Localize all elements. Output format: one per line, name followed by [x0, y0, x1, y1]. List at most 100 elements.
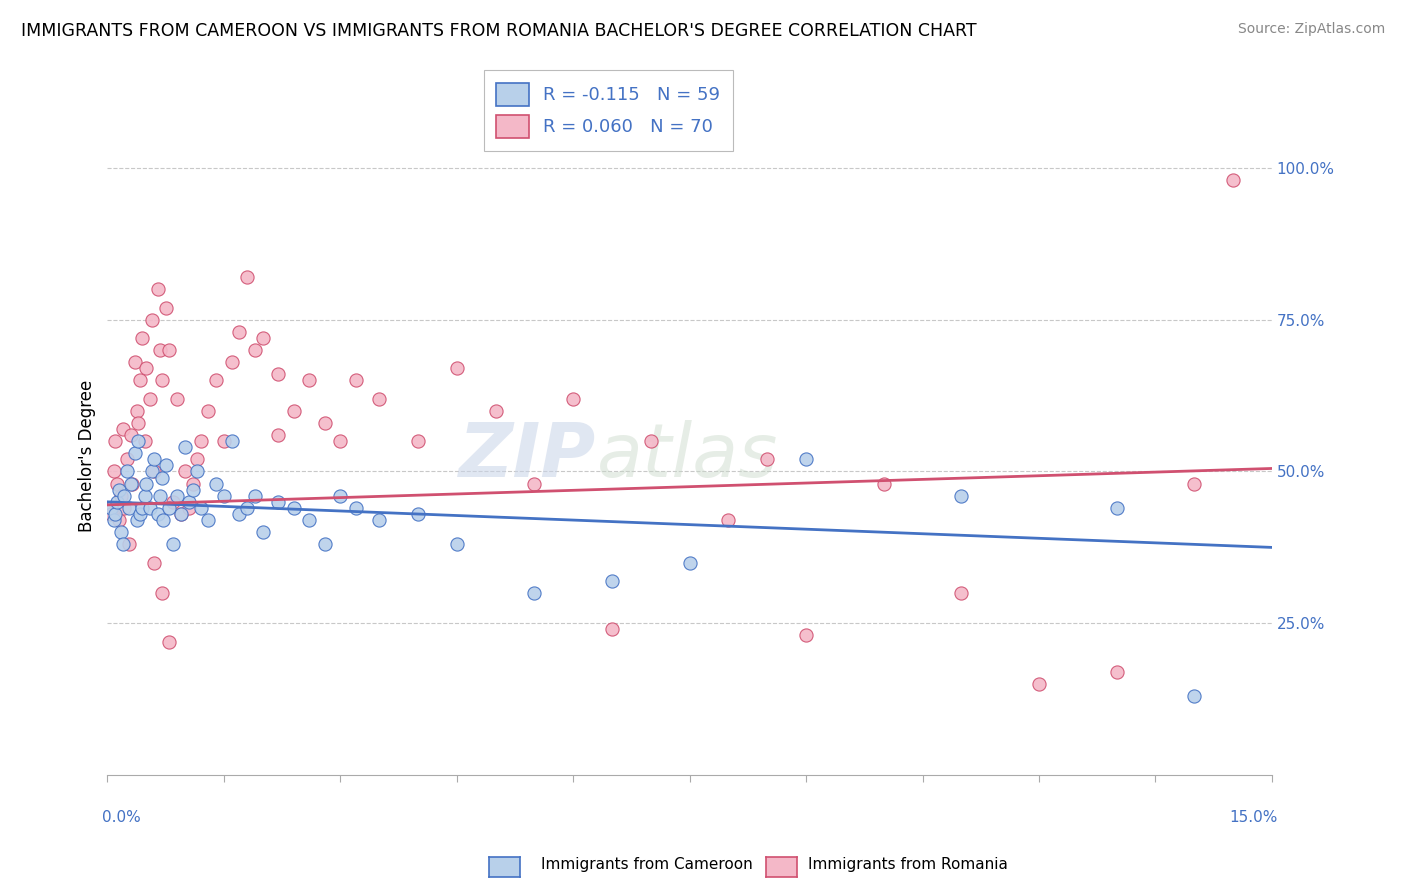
Point	[110, 525, 132, 540]
Point	[190, 500, 212, 515]
Point	[267, 495, 290, 509]
Point	[146, 282, 169, 296]
Point	[150, 373, 173, 387]
Point	[124, 446, 146, 460]
Point	[186, 465, 208, 479]
Point	[124, 355, 146, 369]
Point	[1182, 476, 1205, 491]
Point	[114, 489, 136, 503]
Point	[129, 373, 152, 387]
Point	[717, 513, 740, 527]
Point	[120, 476, 142, 491]
Point	[1222, 173, 1244, 187]
Point	[368, 392, 391, 406]
Point	[134, 434, 156, 449]
Point	[640, 434, 662, 449]
Point	[794, 452, 817, 467]
Point	[115, 465, 138, 479]
Point	[197, 403, 219, 417]
Point	[100, 507, 122, 521]
Point	[523, 476, 546, 491]
Point	[950, 489, 973, 503]
Point	[212, 434, 235, 449]
Point	[131, 500, 153, 515]
Point	[283, 403, 305, 417]
Point	[121, 476, 143, 491]
Point	[127, 416, 149, 430]
Point	[406, 507, 429, 521]
Point	[150, 586, 173, 600]
Point	[186, 452, 208, 467]
Point	[141, 465, 163, 479]
Point	[221, 434, 243, 449]
Point	[120, 428, 142, 442]
Point	[212, 489, 235, 503]
Point	[166, 489, 188, 503]
Point	[221, 355, 243, 369]
Point	[135, 361, 157, 376]
Point	[406, 434, 429, 449]
Point	[139, 500, 162, 515]
Legend: R = -0.115   N = 59, R = 0.060   N = 70: R = -0.115 N = 59, R = 0.060 N = 70	[484, 70, 733, 151]
Point	[162, 495, 184, 509]
Point	[368, 513, 391, 527]
Point	[484, 403, 506, 417]
Point	[329, 434, 352, 449]
Point	[298, 373, 321, 387]
Point	[228, 325, 250, 339]
Point	[134, 489, 156, 503]
Point	[129, 507, 152, 521]
Point	[205, 373, 228, 387]
Point	[344, 373, 367, 387]
Text: Immigrants from Cameroon: Immigrants from Cameroon	[541, 857, 754, 872]
Point	[1028, 677, 1050, 691]
Point	[314, 537, 336, 551]
Point	[111, 422, 134, 436]
Point	[267, 428, 290, 442]
Point	[125, 513, 148, 527]
Point	[110, 489, 132, 503]
Point	[236, 500, 259, 515]
Point	[141, 312, 163, 326]
Point	[146, 507, 169, 521]
Y-axis label: Bachelor's Degree: Bachelor's Degree	[79, 380, 96, 533]
Point	[108, 483, 131, 497]
Point	[600, 574, 623, 588]
Point	[143, 556, 166, 570]
Point	[228, 507, 250, 521]
Point	[105, 495, 128, 509]
Point	[115, 452, 138, 467]
Point	[149, 489, 172, 503]
Point	[139, 392, 162, 406]
Text: 0.0%: 0.0%	[101, 810, 141, 825]
Point	[252, 525, 274, 540]
Point	[174, 465, 197, 479]
Point	[283, 500, 305, 515]
Point	[344, 500, 367, 515]
Point	[118, 537, 141, 551]
Point	[111, 537, 134, 551]
Point	[159, 500, 181, 515]
Text: 15.0%: 15.0%	[1229, 810, 1278, 825]
Point	[104, 507, 127, 521]
Point	[125, 403, 148, 417]
Point	[600, 623, 623, 637]
Point	[1105, 500, 1128, 515]
Point	[523, 586, 546, 600]
Point	[794, 628, 817, 642]
Point	[177, 495, 200, 509]
Point	[105, 476, 128, 491]
Point	[236, 270, 259, 285]
Point	[177, 500, 200, 515]
Point	[190, 434, 212, 449]
Point	[205, 476, 228, 491]
Point	[100, 500, 122, 515]
Point	[562, 392, 585, 406]
Point	[950, 586, 973, 600]
Point	[756, 452, 779, 467]
Text: ZIP: ZIP	[460, 420, 596, 492]
Point	[143, 465, 166, 479]
Point	[108, 513, 131, 527]
Point	[143, 452, 166, 467]
Point	[314, 416, 336, 430]
